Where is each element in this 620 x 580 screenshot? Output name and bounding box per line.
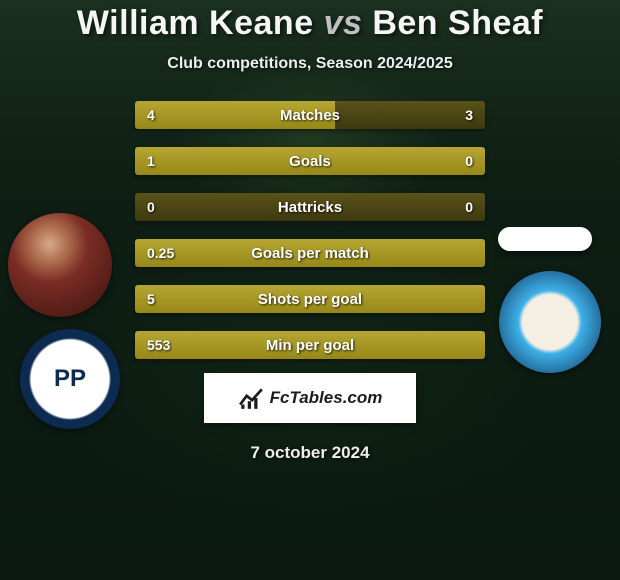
stat-bar-right-segment xyxy=(335,101,486,129)
date: 7 october 2024 xyxy=(250,443,369,463)
stat-bars: Matches43 Goals10 Hattricks00 Goals per mat… xyxy=(135,101,485,359)
page-title: William Keane vs Ben Sheaf xyxy=(77,4,543,43)
stat-bar-left-segment xyxy=(135,331,485,359)
stats-area: PP Matches43Goals10Hattricks00Goals per … xyxy=(0,101,620,359)
stat-bar-left-segment xyxy=(135,101,335,129)
stat-bar: Hattricks00 xyxy=(135,193,485,221)
stat-bar: Matches43 xyxy=(135,101,485,129)
stat-bar-left-segment xyxy=(135,239,485,267)
stat-bar: Min per goal553 xyxy=(135,331,485,359)
player2-avatar xyxy=(498,227,592,251)
stat-bar: Goals per match0.25 xyxy=(135,239,485,267)
stat-bar-left-segment xyxy=(135,285,485,313)
content: William Keane vs Ben Sheaf Club competit… xyxy=(0,0,620,580)
stat-bar: Goals10 xyxy=(135,147,485,175)
player1-avatar xyxy=(8,213,112,317)
fctables-logo: FcTables.com xyxy=(204,373,416,423)
badge-left-text: PP xyxy=(54,365,86,393)
chart-icon xyxy=(238,385,264,411)
logo-text: FcTables.com xyxy=(270,388,383,408)
player1-club-badge: PP xyxy=(20,329,120,429)
title-vs: vs xyxy=(324,4,363,42)
title-player2: Ben Sheaf xyxy=(372,4,543,42)
subtitle: Club competitions, Season 2024/2025 xyxy=(167,55,452,73)
title-player1: William Keane xyxy=(77,4,314,42)
stat-bar-left-segment xyxy=(135,147,485,175)
stat-bar: Shots per goal5 xyxy=(135,285,485,313)
stat-bar-right-segment xyxy=(135,193,485,221)
player2-club-badge xyxy=(499,271,601,373)
